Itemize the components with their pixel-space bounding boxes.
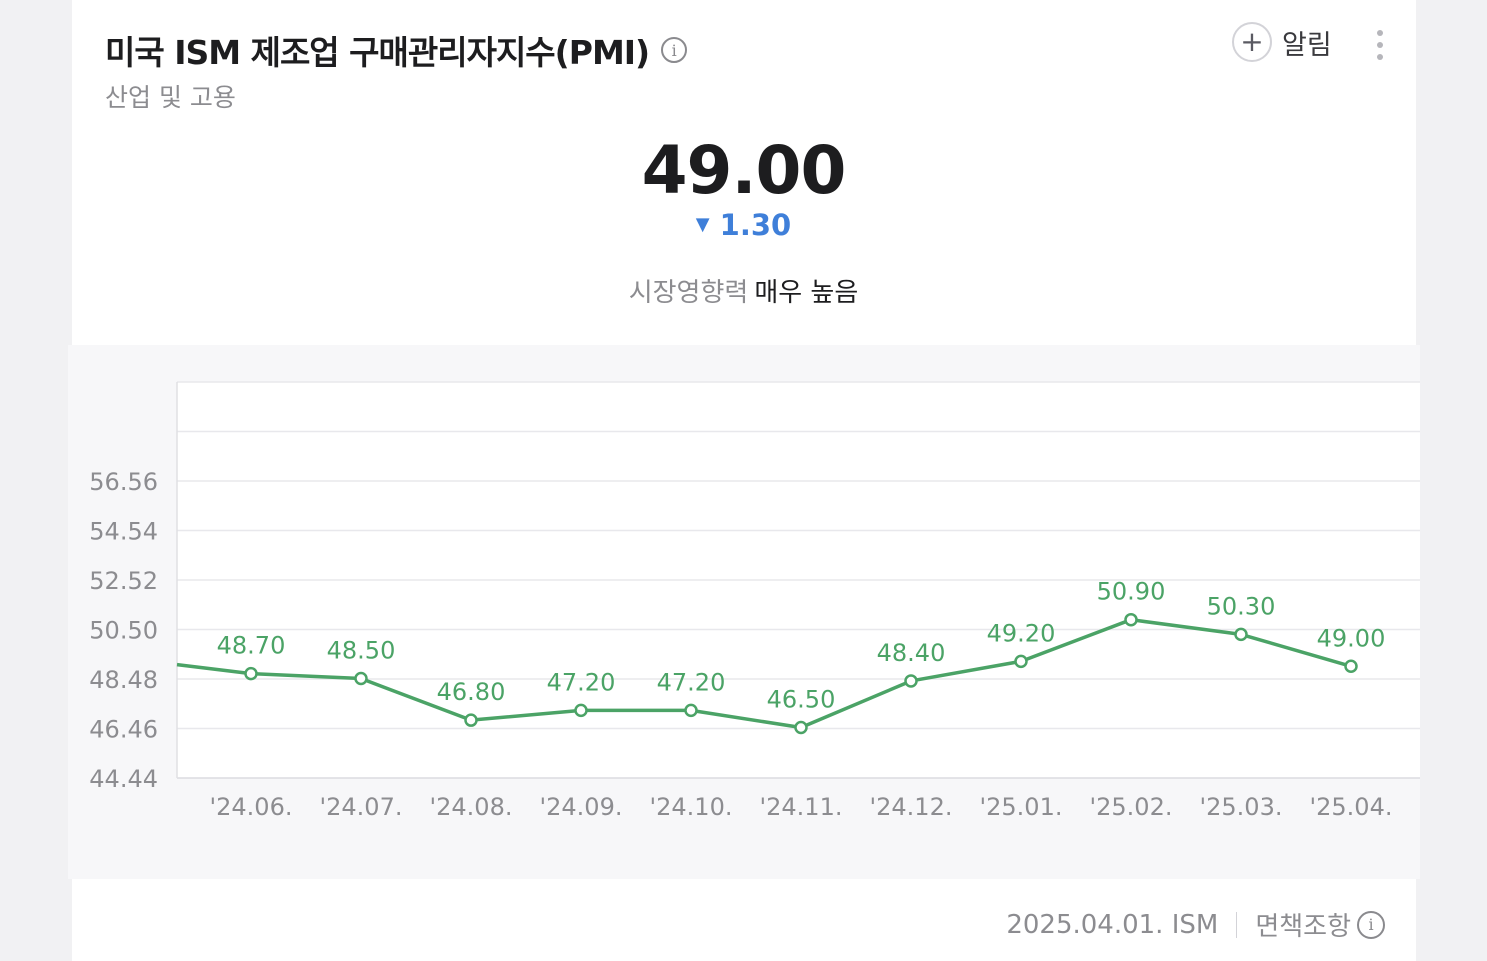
disclaimer-link[interactable]: 면책조항 i (1255, 906, 1385, 943)
data-point (1124, 612, 1138, 627)
disclaimer-label: 면책조항 (1255, 912, 1351, 942)
data-label: 48.70 (217, 632, 286, 660)
x-tick-label: '24.11. (760, 793, 843, 821)
category-subtitle: 산업 및 고용 (105, 83, 236, 112)
market-impact: 시장영향력 매우 높음 (0, 272, 1487, 309)
x-tick-label: '25.04. (1310, 793, 1393, 821)
more-options-icon[interactable] (1372, 30, 1388, 60)
data-point (1234, 627, 1248, 642)
data-label: 46.50 (767, 686, 836, 714)
divider (1236, 911, 1238, 938)
alarm-button[interactable]: + 알림 (1232, 22, 1332, 62)
y-tick-label: 46.46 (89, 716, 158, 744)
current-value: 49.00 (641, 132, 847, 209)
data-point (464, 713, 478, 727)
chart-panel: 44.44 46.46 48.48 50.50 52.52 54.54 56.56 '24.0… (68, 345, 1420, 879)
data-label: 47.20 (657, 668, 726, 696)
market-impact-value: 매우 높음 (754, 278, 859, 308)
data-point (1344, 659, 1358, 674)
series-line (176, 617, 1352, 730)
y-tick-label: 50.50 (89, 617, 158, 645)
x-tick-label: '24.08. (430, 793, 513, 821)
y-tick-label: 56.56 (89, 468, 158, 496)
data-point (1014, 654, 1028, 669)
x-tick-label: '24.06. (210, 793, 293, 821)
x-tick-label: '25.03. (1200, 793, 1283, 821)
info-icon: i (1357, 910, 1385, 939)
data-point (574, 703, 588, 718)
page-title: 미국 ISM 제조업 구매관리자지수(PMI) (105, 33, 650, 72)
data-label: 50.30 (1207, 592, 1276, 620)
source-date: 2025.04.01. ISM (1006, 909, 1219, 940)
data-point (794, 720, 808, 735)
change-indicator: ▼ 1.30 (0, 208, 1487, 242)
data-point (244, 666, 258, 681)
data-label: 48.50 (327, 637, 396, 665)
x-tick-label: '24.09. (540, 793, 623, 821)
data-point (354, 671, 368, 686)
alarm-label: 알림 (1282, 29, 1332, 61)
x-tick-label: '25.02. (1090, 793, 1173, 821)
change-value: 1.30 (719, 208, 792, 242)
footer: 2025.04.01. ISM 면책조항 i (1006, 906, 1385, 943)
plus-icon: + (1232, 22, 1272, 62)
data-label: 50.90 (1097, 578, 1166, 606)
x-tick-label: '24.10. (650, 793, 733, 821)
y-tick-label: 44.44 (89, 765, 158, 793)
data-label: 47.20 (547, 668, 616, 696)
y-tick-label: 52.52 (89, 567, 158, 595)
market-impact-label: 시장영향력 (628, 278, 749, 308)
title-row: 미국 ISM 제조업 구매관리자지수(PMI) i (105, 26, 688, 74)
data-label: 46.80 (437, 678, 506, 706)
data-point (904, 674, 918, 688)
data-point (684, 703, 698, 718)
x-tick-label: '24.12. (870, 793, 953, 821)
y-tick-label: 48.48 (89, 666, 158, 694)
data-label: 48.40 (877, 639, 946, 667)
line-chart: 44.44 46.46 48.48 50.50 52.52 54.54 56.56 '24.0… (89, 381, 1420, 821)
info-icon[interactable]: i (661, 37, 688, 63)
data-label: 49.20 (987, 619, 1056, 647)
x-tick-label: '24.07. (320, 793, 403, 821)
down-triangle-icon: ▼ (695, 214, 710, 235)
x-tick-label: '25.01. (980, 793, 1063, 821)
y-tick-label: 54.54 (89, 518, 158, 546)
data-label: 49.00 (1317, 624, 1386, 652)
